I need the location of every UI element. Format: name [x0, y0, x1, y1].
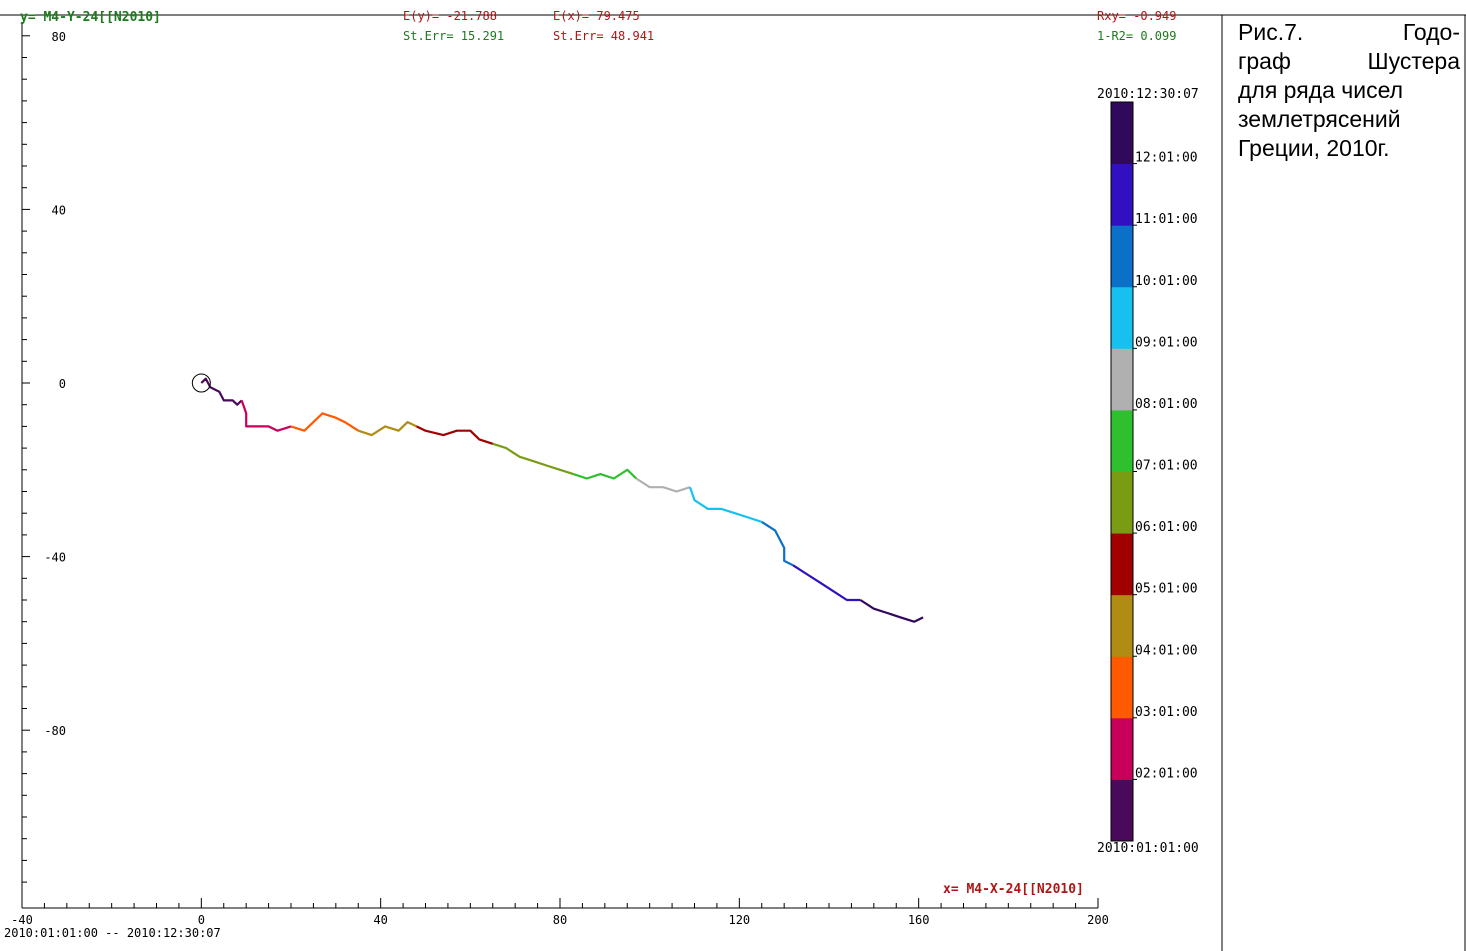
colorbar-top-label: 2010:12:30:07	[1097, 87, 1199, 102]
y-tick-label: 0	[59, 377, 66, 391]
colorbar-band	[1111, 594, 1133, 657]
colorbar-bottom-label: 2010:01:01:00	[1097, 841, 1199, 856]
trajectory-segment	[492, 442, 574, 476]
colorbar-tick-label: 03:01:00	[1135, 705, 1198, 720]
y-tick-label: 80	[52, 30, 66, 44]
caption-word: Рис.7.	[1238, 19, 1304, 45]
caption-line: землетрясений	[1238, 105, 1460, 134]
trajectory	[200, 377, 924, 623]
colorbar-tick-label: 07:01:00	[1135, 459, 1198, 474]
trajectory-segment	[200, 377, 243, 406]
caption-line: для ряда чисел	[1238, 76, 1460, 105]
caption-word: землетрясений	[1238, 106, 1401, 132]
colorbar-band	[1111, 225, 1133, 288]
colorbar-band	[1111, 409, 1133, 472]
trajectory-segment	[573, 468, 637, 480]
x-tick-label: 0	[198, 913, 205, 927]
caption-word: граф	[1238, 48, 1291, 74]
caption-line: граф Шустера	[1238, 47, 1460, 76]
colorbar-band	[1111, 533, 1133, 596]
colorbar-tick-label: 10:01:00	[1135, 274, 1198, 289]
caption-line: Рис.7. Годо-	[1238, 18, 1460, 47]
r2-label: 1-R2= 0.099	[1097, 29, 1176, 43]
caption-word: Годо-	[1402, 19, 1460, 45]
colorbar-tick-label: 02:01:00	[1135, 766, 1198, 781]
trajectory-segment	[859, 599, 924, 623]
colorbar-band	[1111, 656, 1133, 719]
trajectory-segment	[416, 425, 494, 445]
start-marker	[191, 373, 211, 393]
colorbar: 12:01:00 11:01:00 10:01:00 09:01:00 08:01:00…	[1110, 101, 1198, 842]
ex-err: St.Err= 48.941	[553, 29, 654, 43]
caption-word: Греции, 2010г.	[1238, 135, 1390, 161]
rxy-label: Rxy= -0.949	[1097, 9, 1176, 23]
colorbar-tick-label: 11:01:00	[1135, 212, 1198, 227]
x-axis-title: x= M4-X-24[[N2010]	[943, 882, 1084, 897]
trajectory-segment	[357, 421, 417, 437]
colorbar-band	[1111, 102, 1133, 165]
colorbar-tick-label: 12:01:00	[1135, 151, 1198, 166]
trajectory-segment	[688, 486, 763, 523]
x-tick-label: -40	[11, 913, 33, 927]
trajectory-segment	[761, 520, 794, 567]
y-tick-label: 40	[52, 203, 66, 217]
date-range-label: 2010:01:01:00 -- 2010:12:30:07	[4, 926, 221, 940]
figure-caption: Рис.7. Годо-граф Шустера для ряда чисел земл…	[1238, 18, 1460, 163]
x-tick-label: 200	[1087, 913, 1109, 927]
colorbar-tick-label: 05:01:00	[1135, 582, 1198, 597]
trajectory-segment	[792, 564, 861, 602]
y-axis-title: y= M4-Y-24[[N2010]	[20, 10, 161, 25]
trajectory-segment	[290, 412, 359, 432]
colorbar-band	[1111, 348, 1133, 411]
ey-err: St.Err= 15.291	[403, 29, 504, 43]
ex-label: E(x)= 79.475	[553, 9, 640, 23]
y-tick-label: -80	[44, 724, 66, 738]
trajectory-segment	[635, 477, 691, 493]
colorbar-band	[1111, 779, 1133, 842]
colorbar-tick-label: 06:01:00	[1135, 520, 1198, 535]
trajectory-segment	[240, 400, 292, 432]
colorbar-band	[1111, 163, 1133, 226]
caption-word: Шустера	[1367, 48, 1460, 74]
ey-label: E(y)= -21.788	[403, 9, 497, 23]
x-tick-label: 80	[553, 913, 567, 927]
x-tick-label: 40	[373, 913, 387, 927]
y-tick-label: -40	[44, 551, 66, 565]
caption-line: Греции, 2010г.	[1238, 134, 1460, 163]
x-ticks: -40 0 40 80 120 160 200	[11, 898, 1109, 927]
y-ticks: 80 40 0 -40 -80	[22, 30, 66, 883]
x-tick-label: 160	[908, 913, 930, 927]
colorbar-tick-label: 09:01:00	[1135, 335, 1198, 350]
colorbar-band	[1111, 471, 1133, 534]
colorbar-tick-label: 04:01:00	[1135, 643, 1198, 658]
colorbar-tick-label: 08:01:00	[1135, 397, 1198, 412]
colorbar-band	[1111, 717, 1133, 780]
colorbar-band	[1111, 286, 1133, 349]
x-tick-label: 120	[728, 913, 750, 927]
caption-word: для ряда чисел	[1238, 77, 1404, 103]
